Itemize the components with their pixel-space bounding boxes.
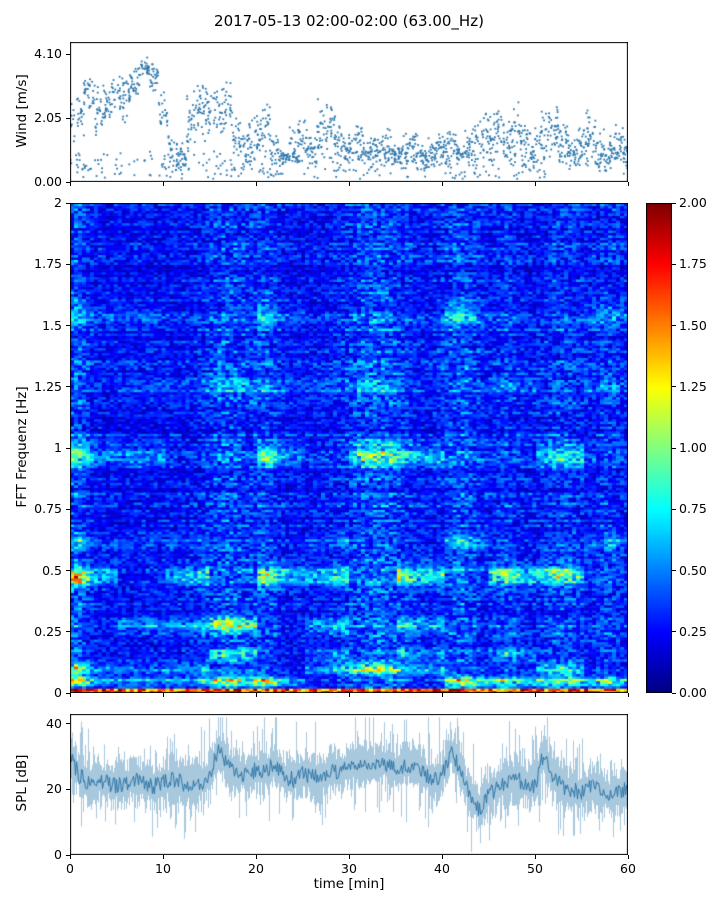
y-tick-mark xyxy=(66,263,70,265)
y-tick-label: 0.25 xyxy=(34,623,62,639)
colorbar-tick-label: 1.00 xyxy=(679,440,707,455)
y-tick-label: 0 xyxy=(54,685,62,700)
x-tick-mark xyxy=(162,855,164,859)
x-tick-mark xyxy=(348,182,350,186)
colorbar-tick-label: 1.50 xyxy=(679,317,707,333)
x-tick-label: 20 xyxy=(248,861,264,876)
x-tick-label: 30 xyxy=(341,861,357,876)
y-tick-label: 0 xyxy=(54,847,62,862)
colorbar-tick-mark xyxy=(672,386,676,388)
wind-scatter-plot xyxy=(70,42,628,182)
x-tick-mark xyxy=(162,693,164,697)
x-tick-mark xyxy=(255,182,257,186)
y-tick-label: 40 xyxy=(46,715,62,731)
figure-title: 2017-05-13 02:00-02:00 (63.00_Hz) xyxy=(214,12,484,30)
colorbar-tick-label: 2.00 xyxy=(679,195,707,210)
y-tick-label: 1.25 xyxy=(34,378,62,394)
y-tick-mark xyxy=(66,181,70,183)
y-tick-mark xyxy=(66,788,70,790)
y-tick-label: 1.5 xyxy=(42,317,62,333)
colorbar-tick-mark xyxy=(672,325,676,326)
colorbar-tick-label: 0.25 xyxy=(679,623,707,639)
colorbar-tick-mark xyxy=(672,263,676,265)
spectrogram-plot xyxy=(70,203,628,693)
y-tick-label: 1.75 xyxy=(34,256,62,272)
x-tick-mark xyxy=(255,855,257,859)
y-tick-mark xyxy=(66,202,70,204)
y-tick-label: 2 xyxy=(54,195,62,210)
colorbar-tick-mark xyxy=(672,202,676,204)
colorbar-tick-label: 0.50 xyxy=(679,562,707,578)
colorbar-tick-label: 0.75 xyxy=(679,501,707,517)
y-tick-label: 20 xyxy=(46,781,62,797)
x-tick-mark xyxy=(255,693,257,697)
x-tick-mark xyxy=(627,693,629,697)
x-tick-mark xyxy=(534,693,536,697)
x-tick-mark xyxy=(348,855,350,859)
x-tick-mark xyxy=(348,693,350,697)
colorbar-tick-mark xyxy=(672,447,676,449)
y-tick-label: 0.00 xyxy=(34,174,62,189)
y-tick-mark xyxy=(66,631,70,633)
spl-line-plot xyxy=(70,714,628,855)
y-tick-label: 0.75 xyxy=(34,501,62,517)
y-tick-label: 0.5 xyxy=(42,562,62,578)
x-tick-label: 10 xyxy=(155,861,171,876)
colorbar-tick-mark xyxy=(672,570,676,571)
y-tick-mark xyxy=(66,447,70,449)
colorbar-tick-mark xyxy=(672,692,676,694)
colorbar-tick-mark xyxy=(672,508,676,510)
y-tick-label: 2.05 xyxy=(34,110,62,126)
x-tick-mark xyxy=(627,855,629,859)
y-tick-mark xyxy=(66,723,70,725)
x-tick-label: 60 xyxy=(620,861,636,876)
y-tick-mark xyxy=(66,692,70,694)
x-tick-mark xyxy=(441,182,443,186)
x-tick-label: 0 xyxy=(66,861,74,876)
y-tick-mark xyxy=(66,854,70,856)
x-axis-label: time [min] xyxy=(313,876,385,892)
x-tick-mark xyxy=(534,855,536,859)
y-tick-label: 1 xyxy=(54,440,62,455)
colorbar-tick-label: 0.00 xyxy=(679,685,707,700)
x-tick-label: 50 xyxy=(527,861,543,876)
y-tick-label: 4.10 xyxy=(34,46,62,62)
x-tick-mark xyxy=(441,693,443,697)
x-tick-mark xyxy=(69,182,71,186)
x-tick-label: 40 xyxy=(434,861,450,876)
colorbar-tick-label: 1.25 xyxy=(679,378,707,394)
y-tick-mark xyxy=(66,53,70,55)
x-tick-mark xyxy=(162,182,164,186)
y-tick-mark xyxy=(66,117,70,119)
y-tick-mark xyxy=(66,508,70,510)
y-tick-mark xyxy=(66,570,70,571)
colorbar xyxy=(646,203,672,693)
x-tick-mark xyxy=(627,182,629,186)
colorbar-tick-label: 1.75 xyxy=(679,256,707,272)
x-tick-mark xyxy=(441,855,443,859)
x-tick-mark xyxy=(69,693,71,697)
x-tick-mark xyxy=(534,182,536,186)
colorbar-tick-mark xyxy=(672,631,676,633)
x-tick-mark xyxy=(69,855,71,859)
y-tick-mark xyxy=(66,325,70,326)
y-tick-mark xyxy=(66,386,70,388)
